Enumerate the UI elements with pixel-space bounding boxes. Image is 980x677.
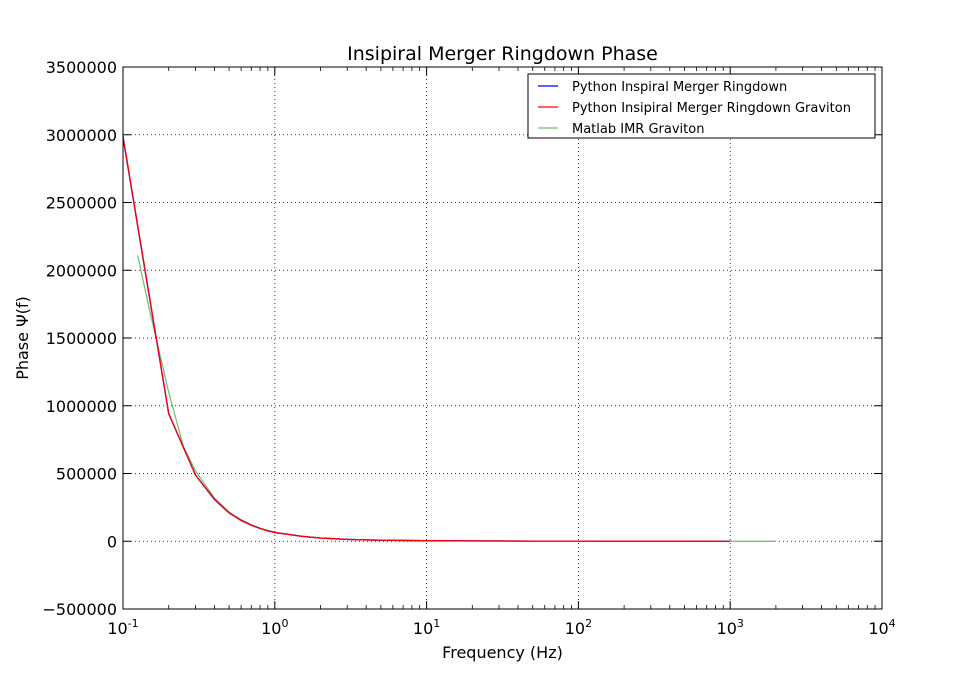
legend-label: Python Inspiral Merger Ringdown xyxy=(572,80,787,95)
x-tick-labels: 10-1 100 101 102 103 104 xyxy=(107,617,895,638)
y-tick-label: 1000000 xyxy=(46,397,117,416)
x-tick-base: 10 xyxy=(413,619,433,638)
x-tick-label: 101 xyxy=(413,617,440,638)
x-tick-base: 10 xyxy=(565,619,585,638)
x-tick-label: 10-1 xyxy=(107,617,138,638)
x-tick-base: 10 xyxy=(868,619,888,638)
y-tick-labels: −500000 0 500000 1000000 1500000 2000000 25000… xyxy=(43,58,117,619)
x-tick-exponent: 2 xyxy=(585,617,592,630)
y-tick-label: 500000 xyxy=(56,465,117,484)
x-tick-exponent: 4 xyxy=(889,617,896,630)
x-tick-base: 10 xyxy=(107,619,127,638)
legend-label: Matlab IMR Graviton xyxy=(572,122,704,137)
y-tick-label: −500000 xyxy=(43,600,117,619)
y-tick-label: 2000000 xyxy=(46,261,117,280)
y-tick-label: 3000000 xyxy=(46,126,117,145)
x-tick-label: 104 xyxy=(868,617,895,638)
y-tick-label: 3500000 xyxy=(46,58,117,77)
y-axis-label: Phase Ψ(f) xyxy=(13,296,32,380)
plot-series xyxy=(122,135,776,542)
x-tick-exponent: 3 xyxy=(737,617,744,630)
x-tick-exponent: -1 xyxy=(128,617,139,630)
x-tick-label: 100 xyxy=(261,617,288,638)
x-tick-base: 10 xyxy=(261,619,281,638)
series-line xyxy=(122,135,731,542)
x-tick-exponent: 1 xyxy=(433,617,440,630)
x-tick-exponent: 0 xyxy=(281,617,288,630)
x-tick-label: 103 xyxy=(717,617,744,638)
x-axis-label: Frequency (Hz) xyxy=(442,643,563,662)
legend-box xyxy=(527,73,876,139)
x-tick-label: 102 xyxy=(565,617,592,638)
y-tick-label: 0 xyxy=(107,532,117,551)
y-tick-label: 2500000 xyxy=(46,194,117,213)
legend: Python Inspiral Merger Ringdown Python In… xyxy=(527,73,876,139)
y-tick-label: 1500000 xyxy=(46,329,117,348)
x-tick-base: 10 xyxy=(717,619,737,638)
chart-title: Insipiral Merger Ringdown Phase xyxy=(347,43,658,65)
legend-label: Python Insipiral Merger Ringdown Gravito… xyxy=(572,101,851,116)
